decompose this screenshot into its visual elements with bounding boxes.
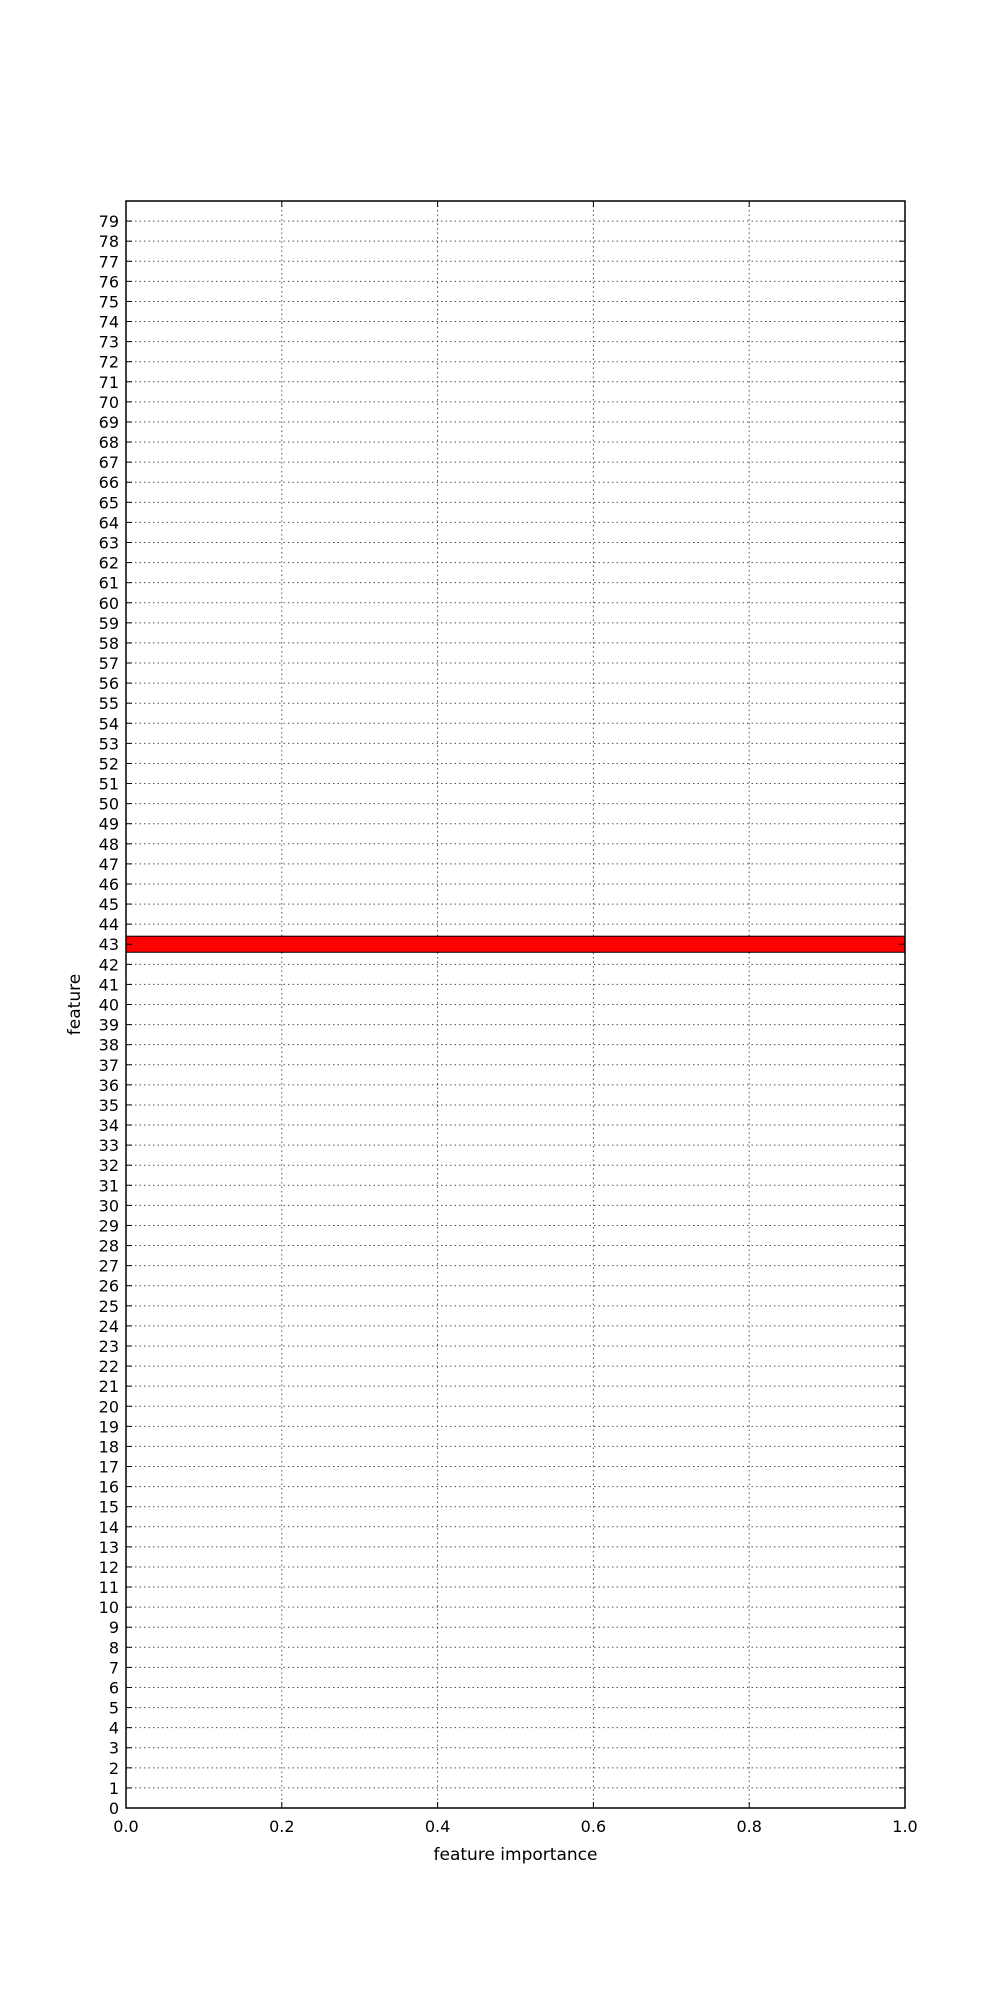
- y-tick-label: 11: [99, 1578, 119, 1597]
- y-tick-label: 79: [99, 212, 119, 231]
- y-tick-label: 72: [99, 353, 119, 372]
- y-tick-label: 49: [99, 815, 119, 834]
- y-tick-label: 27: [99, 1257, 119, 1276]
- y-tick-label: 55: [99, 694, 119, 713]
- y-tick-label: 50: [99, 795, 119, 814]
- y-tick-label: 9: [109, 1618, 119, 1637]
- y-tick-label: 34: [99, 1116, 119, 1135]
- y-tick-label: 45: [99, 895, 119, 914]
- y-tick-label: 78: [99, 232, 119, 251]
- y-tick-label: 58: [99, 634, 119, 653]
- y-tick-label: 61: [99, 574, 119, 593]
- y-tick-label: 71: [99, 373, 119, 392]
- y-tick-label: 23: [99, 1337, 119, 1356]
- y-tick-label: 70: [99, 393, 119, 412]
- y-tick-label: 7: [109, 1658, 119, 1677]
- y-tick-label: 19: [99, 1417, 119, 1436]
- y-tick-label: 6: [109, 1678, 119, 1697]
- y-tick-label: 28: [99, 1237, 119, 1256]
- x-tick-label: 0.0: [113, 1817, 138, 1836]
- y-tick-label: 24: [99, 1317, 119, 1336]
- y-tick-label: 26: [99, 1277, 119, 1296]
- y-tick-label: 8: [109, 1638, 119, 1657]
- y-tick-label: 15: [99, 1498, 119, 1517]
- y-tick-label: 22: [99, 1357, 119, 1376]
- y-tick-label: 67: [99, 453, 119, 472]
- y-tick-label: 41: [99, 975, 119, 994]
- bar-feature-43: [125, 935, 906, 953]
- y-tick-label: 33: [99, 1136, 119, 1155]
- y-tick-label: 4: [109, 1719, 119, 1738]
- y-tick-label: 53: [99, 734, 119, 753]
- y-tick-label: 5: [109, 1699, 119, 1718]
- x-tick-label: 0.4: [425, 1817, 450, 1836]
- y-tick-label: 21: [99, 1377, 119, 1396]
- y-tick-label: 39: [99, 1016, 119, 1035]
- y-tick-label: 2: [109, 1759, 119, 1778]
- y-tick-label: 17: [99, 1458, 119, 1477]
- y-tick-label: 14: [99, 1518, 119, 1537]
- y-tick-label: 63: [99, 533, 119, 552]
- y-tick-label: 3: [109, 1739, 119, 1758]
- y-tick-label: 38: [99, 1036, 119, 1055]
- y-tick-label: 37: [99, 1056, 119, 1075]
- y-tick-label: 35: [99, 1096, 119, 1115]
- x-tick-label: 1.0: [892, 1817, 917, 1836]
- y-tick-label: 43: [99, 935, 119, 954]
- y-tick-label: 48: [99, 835, 119, 854]
- y-tick-label: 75: [99, 292, 119, 311]
- y-tick-label: 44: [99, 915, 119, 934]
- y-tick-label: 62: [99, 554, 119, 573]
- ticks: 0123456789101112131415161718192021222324…: [99, 201, 918, 1836]
- y-tick-label: 42: [99, 955, 119, 974]
- y-tick-label: 30: [99, 1196, 119, 1215]
- y-tick-label: 54: [99, 714, 119, 733]
- y-tick-label: 68: [99, 433, 119, 452]
- y-tick-label: 32: [99, 1156, 119, 1175]
- y-tick-label: 51: [99, 775, 119, 794]
- y-tick-label: 73: [99, 333, 119, 352]
- y-tick-label: 64: [99, 513, 119, 532]
- y-axis-label: feature: [65, 974, 85, 1035]
- y-tick-label: 47: [99, 855, 119, 874]
- y-tick-label: 65: [99, 493, 119, 512]
- y-tick-label: 29: [99, 1216, 119, 1235]
- y-tick-label: 36: [99, 1076, 119, 1095]
- grid: [126, 201, 905, 1809]
- y-tick-label: 25: [99, 1297, 119, 1316]
- bars: [125, 935, 906, 953]
- y-tick-label: 40: [99, 996, 119, 1015]
- x-tick-label: 0.6: [581, 1817, 606, 1836]
- y-tick-label: 57: [99, 654, 119, 673]
- y-tick-label: 56: [99, 674, 119, 693]
- y-tick-label: 46: [99, 875, 119, 894]
- y-tick-label: 12: [99, 1558, 119, 1577]
- y-tick-label: 18: [99, 1437, 119, 1456]
- y-tick-label: 0: [109, 1799, 119, 1818]
- y-tick-label: 1: [109, 1779, 119, 1798]
- y-tick-label: 66: [99, 473, 119, 492]
- x-tick-label: 0.2: [269, 1817, 294, 1836]
- y-tick-label: 77: [99, 252, 119, 271]
- y-tick-label: 52: [99, 754, 119, 773]
- y-tick-label: 31: [99, 1176, 119, 1195]
- y-tick-label: 20: [99, 1397, 119, 1416]
- y-tick-label: 74: [99, 313, 119, 332]
- y-tick-label: 60: [99, 594, 119, 613]
- x-tick-label: 0.8: [736, 1817, 761, 1836]
- y-tick-label: 16: [99, 1478, 119, 1497]
- y-tick-label: 13: [99, 1538, 119, 1557]
- y-tick-label: 10: [99, 1598, 119, 1617]
- x-axis-label: feature importance: [434, 1845, 598, 1865]
- y-tick-label: 69: [99, 413, 119, 432]
- y-tick-label: 59: [99, 614, 119, 633]
- y-tick-label: 76: [99, 272, 119, 291]
